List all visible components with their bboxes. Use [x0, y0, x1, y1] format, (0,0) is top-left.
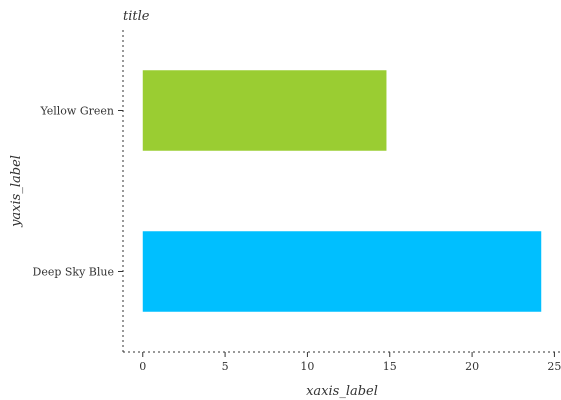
x-tick-label: 0 — [139, 360, 146, 373]
bar-deep-sky-blue — [142, 231, 542, 312]
y-tick-label: Yellow Green — [39, 105, 114, 118]
bar-yellow-green — [142, 70, 387, 151]
x-tick-label: 10 — [300, 360, 314, 373]
bars-group — [142, 70, 542, 312]
x-axis-title: xaxis_label — [306, 384, 378, 399]
y-tick-label: Deep Sky Blue — [33, 266, 115, 279]
x-tick-label: 25 — [547, 360, 561, 373]
x-ticks-group: 0 5 10 15 20 25 — [139, 352, 561, 373]
chart-title: title — [123, 9, 150, 24]
x-tick-label: 20 — [465, 360, 479, 373]
x-tick-label: 5 — [222, 360, 229, 373]
y-axis-title: yaxis_label — [9, 155, 24, 228]
x-tick-label: 15 — [383, 360, 397, 373]
y-ticks-group: Deep Sky Blue Yellow Green — [33, 105, 123, 279]
